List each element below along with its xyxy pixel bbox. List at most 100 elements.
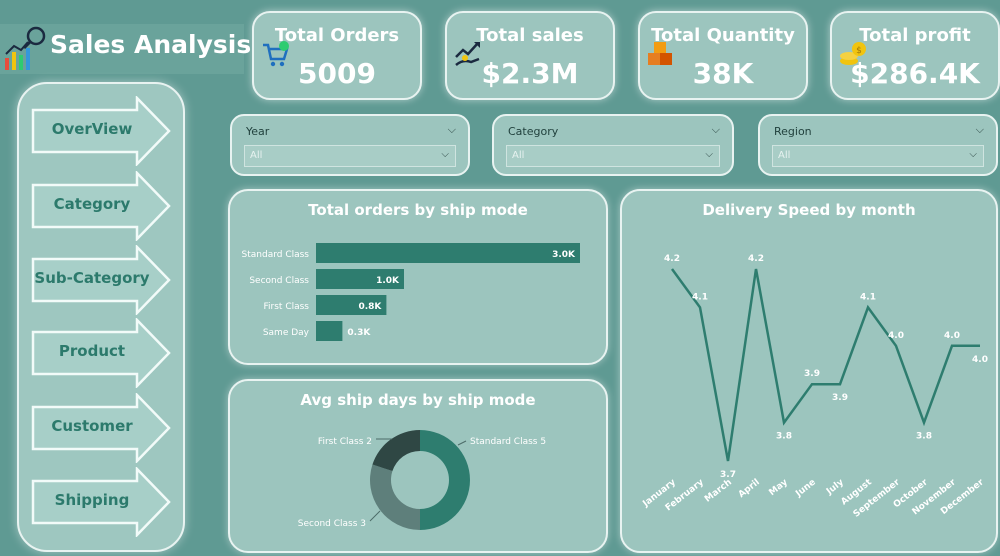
kpi-total-quantity: Total Quantity 38K <box>638 11 808 100</box>
delivery-speed-line-chart: 4.2January4.1February3.7March4.2April3.8… <box>640 254 988 520</box>
shopping-cart-icon <box>263 41 289 67</box>
nav-label: Customer <box>51 417 133 435</box>
line-data-label: 4.1 <box>860 292 876 302</box>
arrow-shape <box>31 245 171 315</box>
boxes-icon <box>648 42 672 65</box>
line-data-label: 3.9 <box>804 369 820 379</box>
donut-slice[interactable] <box>420 430 470 530</box>
bar-category-label: Same Day <box>263 328 310 338</box>
page-title: Sales Analysis <box>50 30 252 59</box>
donut-data-label: First Class 2 <box>318 437 372 447</box>
donut-data-label: Second Class 3 <box>298 519 366 529</box>
selected-value: All <box>778 150 791 161</box>
month-tick-label: July <box>824 477 846 497</box>
bar-category-label: Standard Class <box>242 250 310 260</box>
line-data-label: 4.2 <box>664 254 680 264</box>
analytics-chart-icon <box>5 26 46 70</box>
category-slicer[interactable]: Category ⌵ All ⌵ <box>492 114 734 176</box>
nav-category[interactable]: Category <box>31 171 171 241</box>
nav-shipping[interactable]: Shipping <box>31 467 171 537</box>
arrow-shape <box>31 393 171 463</box>
line-data-label: 4.0 <box>972 355 988 365</box>
year-slicer[interactable]: Year ⌵ All ⌵ <box>230 114 470 176</box>
arrow-shape <box>31 467 171 537</box>
ship-days-donut-chart: Standard Class 5 Second Class 3 First Clas… <box>298 430 546 530</box>
line-data-label: 4.2 <box>748 254 764 264</box>
line-data-label: 3.7 <box>720 470 736 480</box>
kpi-value: 5009 <box>298 57 376 90</box>
nav-customer[interactable]: Customer <box>31 393 171 463</box>
bar[interactable] <box>316 321 343 341</box>
nav-label: Product <box>58 342 126 360</box>
donut-slice[interactable] <box>372 430 420 472</box>
line-data-label: 4.0 <box>944 331 960 341</box>
delivery-speed-panel: Delivery Speed by month 4.2 January 4.1 Feb… <box>620 189 998 553</box>
kpi-label: Total Quantity <box>651 25 795 46</box>
chart-title: Delivery Speed by month <box>702 201 916 219</box>
year-dropdown[interactable]: All ⌵ <box>244 145 456 167</box>
nav-label: OverView <box>51 120 133 138</box>
kpi-total-sales: Total sales $2.3M <box>445 11 615 100</box>
chevron-down-icon[interactable]: ⌵ <box>969 149 977 160</box>
line-data-label: 3.8 <box>916 432 932 442</box>
month-tick-label: June <box>793 477 818 499</box>
bar-data-label: 3.0K <box>552 250 576 260</box>
delivery-speed-line[interactable] <box>670 268 980 462</box>
slicer-label: Region <box>774 125 812 138</box>
slicer-label: Year <box>246 125 270 138</box>
line-data-label: 4.0 <box>888 331 904 341</box>
chevron-down-icon[interactable]: ⌵ <box>711 123 720 136</box>
bar[interactable] <box>316 269 404 289</box>
svg-text:$: $ <box>856 46 862 56</box>
avg-ship-days-panel: Avg ship days by ship mode Standard Clas… <box>228 379 608 553</box>
orders-bar-chart: Standard Class 3.0K Second Class 1.0K First … <box>242 243 580 341</box>
chevron-down-icon[interactable]: ⌵ <box>975 123 984 136</box>
donut-slice[interactable] <box>370 464 420 530</box>
chart-title: Avg ship days by ship mode <box>300 391 536 409</box>
selected-value: All <box>512 150 525 161</box>
nav-label: Category <box>53 195 131 213</box>
nav-label: Shipping <box>54 491 130 509</box>
kpi-label: Total Orders <box>274 25 400 46</box>
line-data-label: 4.1 <box>692 292 708 302</box>
leader-line <box>457 440 467 446</box>
chart-title: Total orders by ship mode <box>308 201 528 219</box>
month-tick-label: April <box>737 477 762 500</box>
month-tick-label: May <box>767 477 790 498</box>
sidebar <box>17 82 185 552</box>
nav-sub-category[interactable]: Sub-Category <box>31 245 171 315</box>
arrow-shape <box>31 171 171 241</box>
bar-data-label: 0.8K <box>358 302 382 312</box>
donut-data-label: Standard Class 5 <box>470 437 546 447</box>
bar[interactable] <box>316 243 580 263</box>
bar-category-label: Second Class <box>249 276 309 286</box>
bar-data-label: 0.3K <box>347 328 371 338</box>
leader-line <box>369 510 381 522</box>
arrow-shape <box>31 318 171 388</box>
kpi-label: Total profit <box>859 25 971 46</box>
bar[interactable] <box>316 295 387 315</box>
nav-label: Sub-Category <box>34 269 150 287</box>
chevron-down-icon[interactable]: ⌵ <box>441 149 449 160</box>
orders-by-ship-mode-panel: Total orders by ship mode Standard Class… <box>228 189 608 365</box>
kpi-value: 38K <box>692 57 754 90</box>
bar-data-label: 1.0K <box>376 276 400 286</box>
kpi-total-profit: $ Total profit $286.4K <box>830 11 1000 100</box>
chevron-down-icon[interactable]: ⌵ <box>705 149 713 160</box>
kpi-value: $2.3M <box>481 57 579 90</box>
nav-product[interactable]: Product <box>31 318 171 388</box>
month-tick-label: March <box>703 477 734 504</box>
category-dropdown[interactable]: All ⌵ <box>506 145 720 167</box>
growth-hand-icon <box>455 42 480 66</box>
chevron-down-icon[interactable]: ⌵ <box>447 123 456 136</box>
line-data-label: 3.9 <box>832 393 848 403</box>
selected-value: All <box>250 150 263 161</box>
coins-icon: $ <box>840 42 866 65</box>
region-slicer[interactable]: Region ⌵ All ⌵ <box>758 114 998 176</box>
kpi-value: $286.4K <box>850 57 980 90</box>
slicer-label: Category <box>508 125 559 138</box>
region-dropdown[interactable]: All ⌵ <box>772 145 984 167</box>
nav-overview[interactable]: OverView <box>31 96 171 166</box>
kpi-total-orders: Total Orders 5009 <box>252 11 422 100</box>
arrow-shape <box>31 96 171 166</box>
